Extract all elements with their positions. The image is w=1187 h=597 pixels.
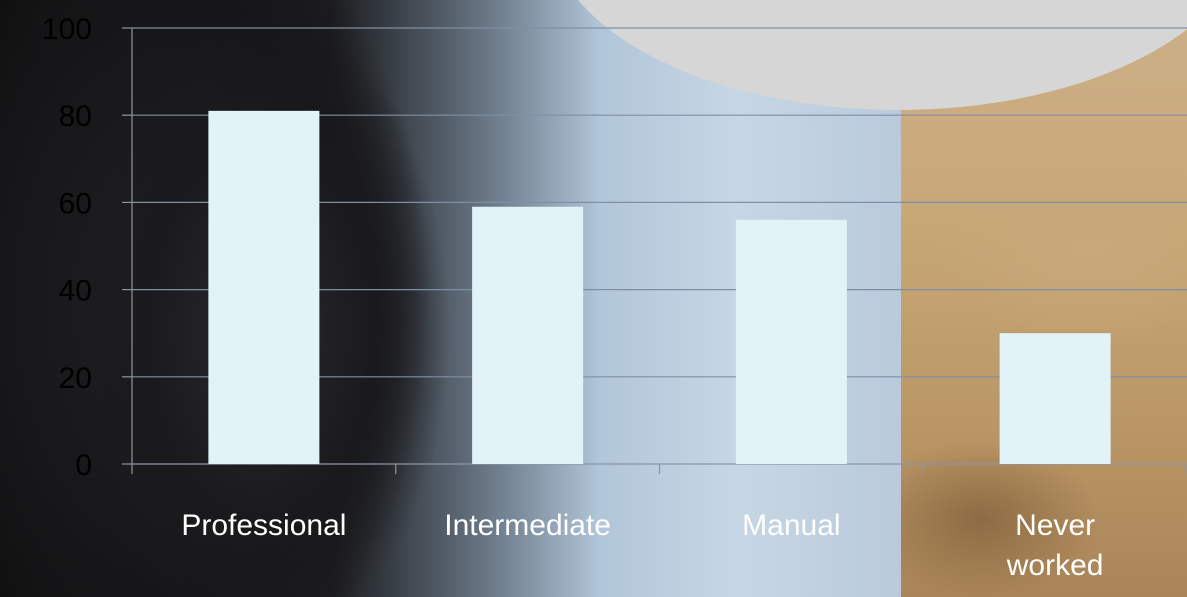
- y-tick-label: 80: [59, 100, 92, 133]
- bar-never-worked: [999, 333, 1111, 464]
- y-axis-tick-labels: 0 20 40 60 80 100: [42, 13, 92, 482]
- x-tick-label: Manual: [742, 509, 840, 542]
- y-tick-label: 0: [75, 449, 92, 482]
- x-tick-label: Professional: [181, 509, 346, 542]
- x-tick-label-line: Never: [1015, 509, 1095, 542]
- bar-intermediate: [472, 206, 584, 464]
- y-tick-label: 40: [59, 275, 92, 308]
- x-tick-label: Never worked: [1006, 509, 1104, 582]
- x-tick-label-line: Intermediate: [444, 509, 611, 542]
- x-tick-label-line: Manual: [742, 509, 840, 542]
- bar-manual: [735, 219, 847, 464]
- y-tick-label: 60: [59, 187, 92, 220]
- y-tick-label: 20: [59, 362, 92, 395]
- x-axis-tick-labels: Professional Intermediate Manual Never worke…: [181, 509, 1103, 582]
- x-tick-label-line: Professional: [181, 509, 346, 542]
- y-tick-label: 100: [42, 13, 92, 46]
- x-tick-label: Intermediate: [444, 509, 611, 542]
- bars: [208, 110, 1111, 464]
- x-tick-label-line: worked: [1006, 549, 1104, 582]
- bar-professional: [208, 110, 320, 464]
